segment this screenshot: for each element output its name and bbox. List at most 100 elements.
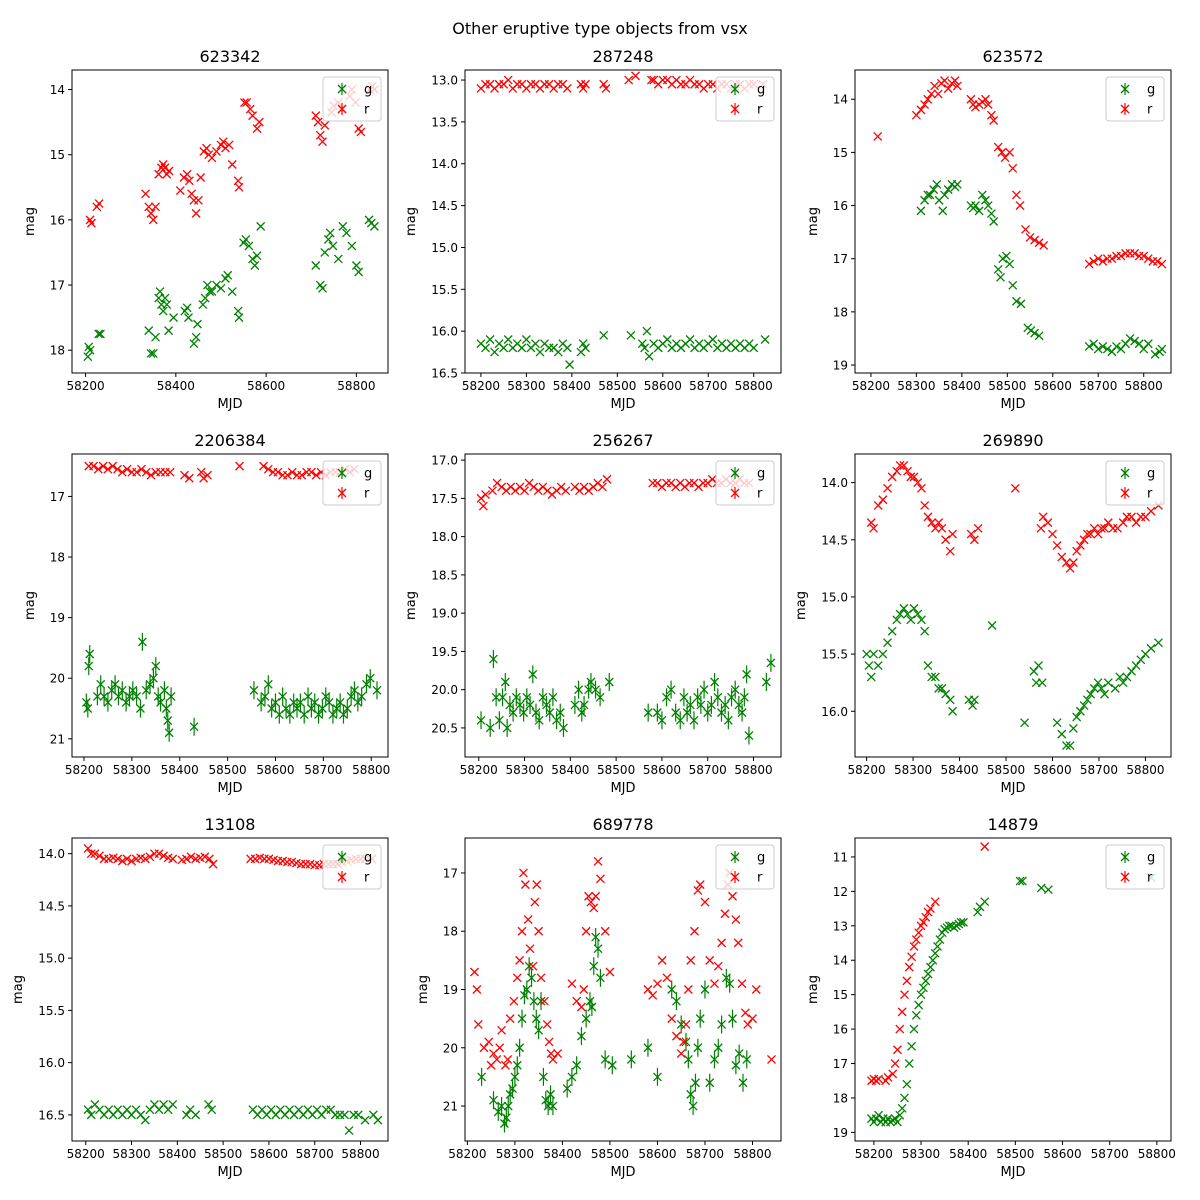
- data-point-r: [282, 470, 292, 480]
- data-point-g: [1011, 296, 1021, 306]
- y-tick-label: 20.5: [431, 721, 458, 735]
- data-point-r: [930, 523, 940, 533]
- x-axis-label: MJD: [217, 781, 242, 796]
- subplot-title: 269890: [982, 431, 1043, 450]
- data-point-r: [671, 1031, 681, 1041]
- y-tick-label: 21: [50, 732, 65, 746]
- data-point-g: [515, 700, 525, 710]
- data-point-g: [263, 679, 273, 689]
- legend-marker-g: [1120, 84, 1130, 94]
- data-point-g: [347, 241, 357, 251]
- data-point-r: [599, 79, 609, 89]
- data-point-g: [937, 683, 947, 693]
- data-point-r: [969, 535, 979, 545]
- data-point-g: [959, 917, 968, 927]
- data-point-g: [1127, 666, 1136, 676]
- data-point-g: [198, 300, 208, 310]
- data-point-r: [578, 83, 588, 93]
- data-point-g: [1057, 729, 1067, 739]
- data-point-r: [646, 75, 656, 85]
- data-point-r: [297, 470, 307, 480]
- data-point-g: [662, 692, 671, 702]
- data-point-g: [83, 704, 93, 713]
- data-point-r: [492, 1054, 502, 1064]
- data-point-g: [993, 264, 1003, 274]
- data-point-r: [658, 75, 668, 85]
- data-point-r: [926, 89, 936, 99]
- data-point-r: [595, 874, 605, 884]
- data-point-r: [189, 195, 199, 205]
- data-point-g: [1001, 251, 1011, 261]
- data-point-r: [930, 81, 940, 91]
- data-point-r: [540, 79, 550, 89]
- data-point-g: [562, 343, 572, 353]
- series-g: [83, 215, 379, 362]
- data-point-r: [196, 173, 206, 182]
- legend: gr: [1105, 460, 1165, 506]
- y-tick-label: 17: [50, 279, 65, 293]
- data-point-g: [141, 685, 151, 695]
- data-point-g: [137, 637, 147, 647]
- data-point-g: [1016, 299, 1026, 309]
- data-point-g: [928, 955, 938, 965]
- data-point-r: [234, 182, 244, 192]
- data-point-r: [306, 467, 316, 477]
- data-point-g: [335, 1110, 345, 1120]
- legend-marker-g: [337, 852, 347, 862]
- data-point-r: [1021, 225, 1030, 234]
- data-point-g: [667, 985, 677, 994]
- data-point-g: [182, 1110, 191, 1120]
- x-tick-label: 58800: [341, 1147, 379, 1161]
- data-point-r: [252, 124, 262, 134]
- data-point-r: [1082, 529, 1092, 539]
- data-point-g: [324, 698, 334, 707]
- data-point-r: [211, 146, 221, 156]
- data-point-r: [520, 486, 529, 496]
- data-point-g: [353, 1110, 363, 1120]
- data-point-g: [1100, 689, 1110, 699]
- data-point-g: [911, 1010, 921, 1020]
- data-point-r: [703, 79, 713, 89]
- data-point-r: [1011, 190, 1021, 200]
- data-point-g: [599, 330, 609, 340]
- x-tick-label: 58200: [848, 763, 886, 777]
- data-point-g: [685, 700, 695, 710]
- data-point-r: [122, 464, 132, 474]
- data-point-g: [249, 685, 259, 695]
- y-tick-label: 15.0: [38, 952, 65, 966]
- y-tick-label: 17.0: [431, 454, 458, 468]
- data-point-g: [920, 626, 930, 636]
- data-point-r: [1065, 563, 1075, 573]
- data-point-r: [520, 880, 530, 890]
- data-point-g: [595, 692, 605, 702]
- y-tick-label: 13.0: [431, 74, 458, 88]
- y-tick-label: 18: [50, 551, 65, 565]
- data-point-g: [1036, 883, 1046, 893]
- data-point-g: [969, 695, 979, 705]
- data-point-g: [586, 677, 596, 687]
- data-point-r: [909, 942, 919, 951]
- data-point-r: [710, 979, 719, 989]
- data-point-g: [873, 661, 883, 670]
- data-point-r: [1061, 558, 1071, 568]
- data-point-g: [895, 1110, 905, 1120]
- x-axis-label: MJD: [610, 397, 635, 412]
- axes-frame: [71, 69, 389, 374]
- data-point-g: [1052, 718, 1062, 728]
- data-point-g: [168, 1099, 178, 1109]
- data-point-g: [349, 1110, 359, 1120]
- data-point-g: [489, 1095, 498, 1105]
- data-point-r: [544, 1037, 554, 1047]
- data-point-g: [642, 326, 652, 336]
- y-tick-label: 17: [443, 866, 458, 880]
- y-tick-label: 19.5: [431, 645, 458, 659]
- x-tick-label: 58400: [161, 763, 199, 777]
- data-point-r: [579, 985, 589, 994]
- data-point-g: [600, 1054, 610, 1064]
- data-point-g: [223, 270, 233, 280]
- data-point-r: [89, 461, 99, 471]
- data-point-r: [149, 849, 159, 859]
- plot-area: [83, 81, 379, 362]
- y-tick-label: 16.5: [38, 1108, 65, 1122]
- data-point-g: [163, 716, 173, 726]
